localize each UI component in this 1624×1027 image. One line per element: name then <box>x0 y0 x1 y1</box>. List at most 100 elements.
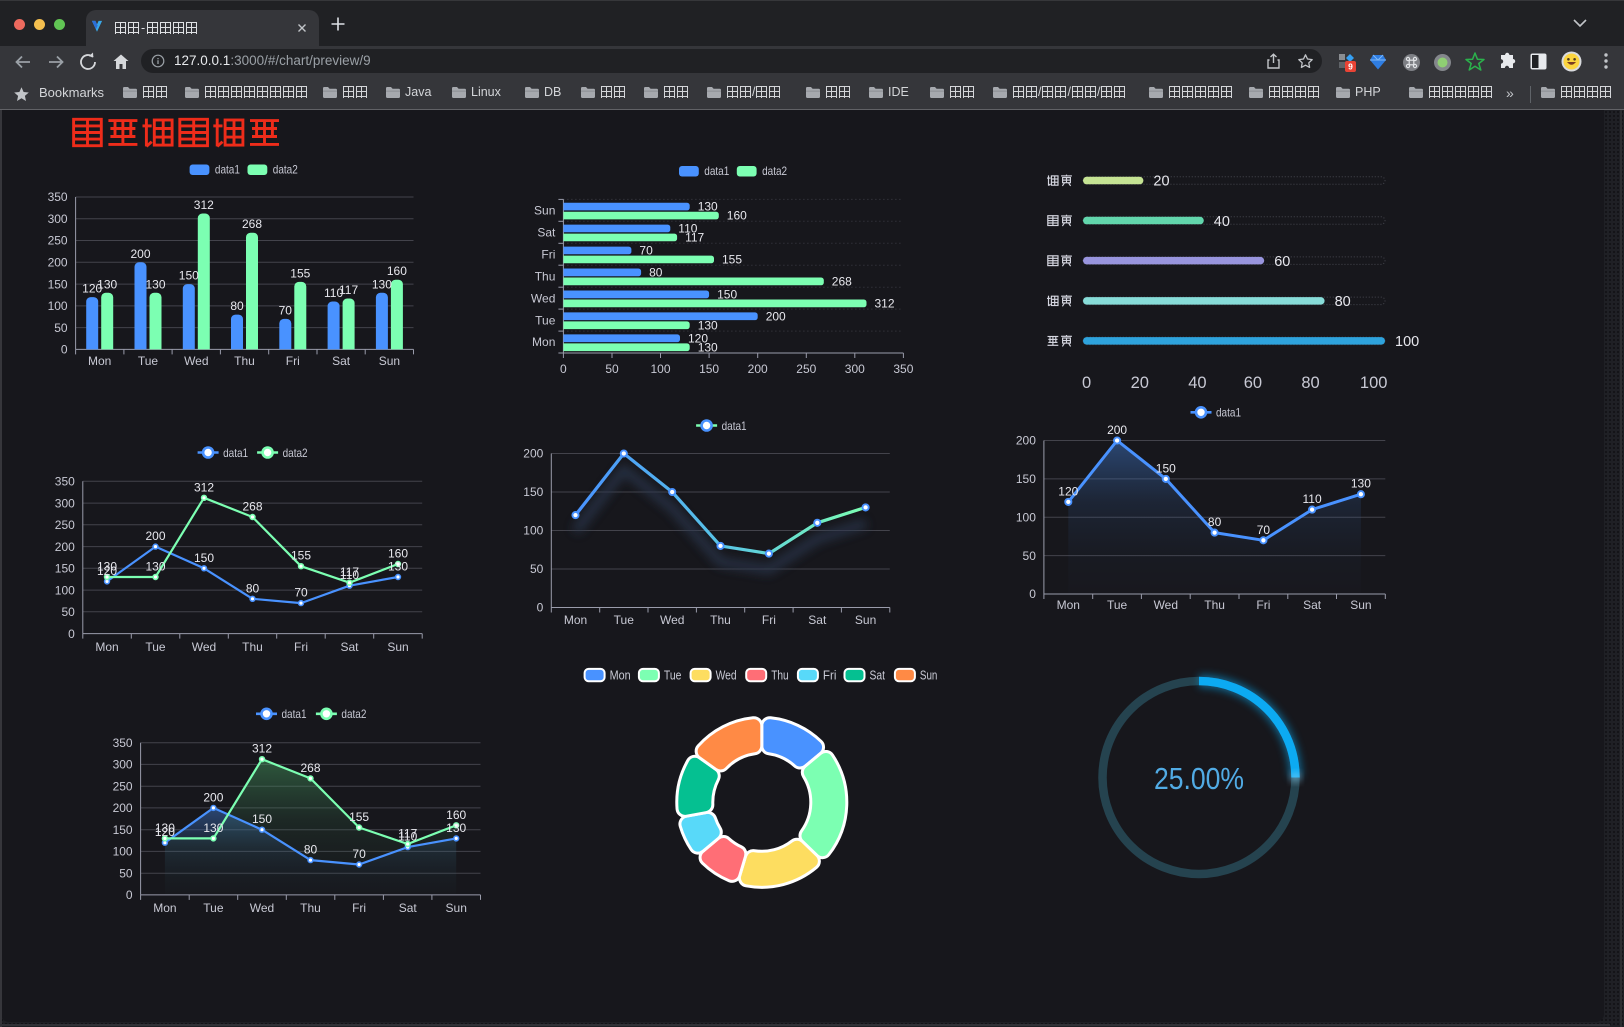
svg-text:Wed: Wed <box>250 901 274 915</box>
svg-text:Mon: Mon <box>610 669 631 683</box>
svg-text:130: 130 <box>97 277 117 291</box>
svg-text:Tue: Tue <box>138 354 159 368</box>
svg-text:100: 100 <box>1360 374 1388 392</box>
svg-text:data2: data2 <box>762 164 787 178</box>
svg-text:Sun: Sun <box>920 669 938 683</box>
svg-text:Sat: Sat <box>870 669 886 683</box>
svg-text:40: 40 <box>1214 214 1230 230</box>
svg-text:50: 50 <box>1023 549 1037 563</box>
svg-text:70: 70 <box>294 586 308 600</box>
svg-text:Sat: Sat <box>808 613 827 627</box>
svg-text:60: 60 <box>1274 254 1290 270</box>
svg-text:Fri: Fri <box>286 354 300 368</box>
svg-text:150: 150 <box>194 551 214 565</box>
svg-text:Tue: Tue <box>203 901 224 915</box>
svg-text:150: 150 <box>179 269 199 283</box>
svg-text:Tue: Tue <box>614 613 635 627</box>
svg-text:50: 50 <box>119 866 133 880</box>
svg-text:Wed: Wed <box>1154 598 1178 612</box>
svg-text:150: 150 <box>48 277 68 291</box>
svg-text:100: 100 <box>650 362 670 376</box>
svg-text:117: 117 <box>340 565 359 579</box>
svg-text:300: 300 <box>48 212 68 226</box>
svg-text:Fri: Fri <box>541 248 555 262</box>
svg-text:250: 250 <box>113 779 133 793</box>
svg-text:120: 120 <box>155 825 175 839</box>
svg-text:200: 200 <box>113 801 133 815</box>
svg-text:Fri: Fri <box>352 901 366 915</box>
svg-text:200: 200 <box>523 447 543 461</box>
svg-text:200: 200 <box>748 362 768 376</box>
svg-text:130: 130 <box>145 277 165 291</box>
svg-text:Wed: Wed <box>184 354 208 368</box>
svg-text:130: 130 <box>1351 477 1371 491</box>
svg-text:80: 80 <box>1301 374 1319 392</box>
svg-text:60: 60 <box>1244 374 1262 392</box>
svg-text:Wed: Wed <box>531 291 555 305</box>
svg-text:data1: data1 <box>722 419 747 433</box>
svg-text:120: 120 <box>97 564 117 578</box>
svg-text:155: 155 <box>349 810 369 824</box>
svg-text:200: 200 <box>145 529 165 543</box>
svg-text:Fri: Fri <box>823 669 837 683</box>
svg-text:150: 150 <box>523 485 543 499</box>
svg-text:Thu: Thu <box>242 640 263 654</box>
svg-text:150: 150 <box>1156 461 1176 475</box>
svg-text:160: 160 <box>387 264 407 278</box>
svg-text:Sun: Sun <box>1350 598 1371 612</box>
svg-text:100: 100 <box>113 845 133 859</box>
svg-text:130: 130 <box>698 200 718 214</box>
svg-text:110: 110 <box>340 568 359 582</box>
svg-text:80: 80 <box>246 581 260 595</box>
svg-text:0: 0 <box>537 601 544 615</box>
svg-text:Wed: Wed <box>660 613 684 627</box>
svg-text:130: 130 <box>155 821 175 835</box>
svg-text:350: 350 <box>113 736 133 750</box>
svg-text:268: 268 <box>832 275 852 289</box>
svg-text:150: 150 <box>717 288 737 302</box>
svg-text:0: 0 <box>1082 374 1091 392</box>
svg-text:110: 110 <box>1303 492 1322 506</box>
svg-text:312: 312 <box>875 297 895 311</box>
svg-text:Wed: Wed <box>716 669 737 683</box>
svg-text:312: 312 <box>252 742 272 756</box>
svg-text:Tue: Tue <box>664 669 682 683</box>
svg-text:0: 0 <box>1029 587 1036 601</box>
svg-text:70: 70 <box>279 303 293 317</box>
svg-text:Tue: Tue <box>145 640 166 654</box>
svg-text:data1: data1 <box>215 163 240 177</box>
svg-text:70: 70 <box>639 244 653 258</box>
svg-text:80: 80 <box>304 843 318 857</box>
svg-text:130: 130 <box>698 318 718 332</box>
svg-text:0: 0 <box>61 343 68 357</box>
svg-text:150: 150 <box>1016 472 1036 486</box>
svg-text:Thu: Thu <box>710 613 731 627</box>
svg-text:312: 312 <box>194 198 214 212</box>
svg-text:120: 120 <box>1058 484 1078 498</box>
svg-text:Sat: Sat <box>332 354 351 368</box>
svg-text:data1: data1 <box>223 446 248 460</box>
svg-text:200: 200 <box>48 256 68 270</box>
svg-text:Mon: Mon <box>95 640 118 654</box>
svg-text:Thu: Thu <box>535 269 556 283</box>
svg-text:50: 50 <box>61 605 75 619</box>
svg-text:350: 350 <box>893 362 913 376</box>
svg-text:Sat: Sat <box>1303 598 1322 612</box>
svg-text:50: 50 <box>54 321 68 335</box>
svg-text:155: 155 <box>722 253 742 267</box>
svg-text:350: 350 <box>55 475 75 489</box>
svg-text:200: 200 <box>766 309 786 323</box>
svg-text:117: 117 <box>685 231 704 245</box>
svg-text:250: 250 <box>55 518 75 532</box>
svg-text:Sun: Sun <box>379 354 400 368</box>
svg-text:268: 268 <box>242 217 262 231</box>
svg-text:25.00%: 25.00% <box>1154 761 1244 796</box>
svg-text:Mon: Mon <box>564 613 587 627</box>
svg-text:0: 0 <box>68 627 75 641</box>
svg-text:160: 160 <box>727 209 747 223</box>
svg-text:110: 110 <box>398 830 417 844</box>
svg-text:100: 100 <box>1016 511 1036 525</box>
svg-text:data1: data1 <box>282 707 307 721</box>
svg-text:130: 130 <box>698 340 718 354</box>
svg-text:0: 0 <box>126 888 133 902</box>
